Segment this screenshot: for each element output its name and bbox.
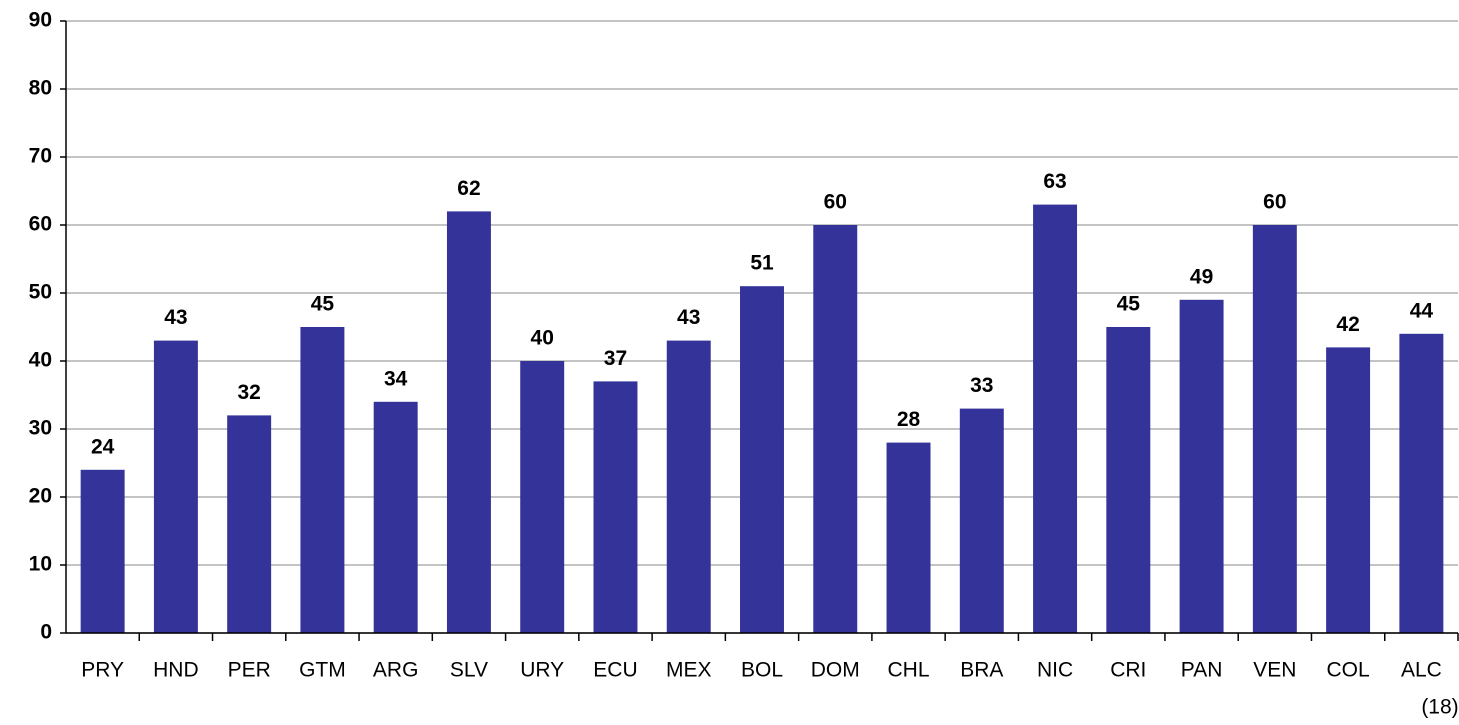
bar [666,340,711,633]
x-tick-label: PRY [81,659,124,682]
bar [1326,347,1371,633]
x-tick-label: GTM [299,659,346,682]
bar [740,286,784,633]
value-label: 49 [1190,265,1213,288]
bar [1179,299,1224,633]
value-label: 37 [604,347,627,370]
value-label: 32 [237,381,260,404]
bar [1033,204,1078,633]
y-tick-label: 20 [29,485,52,508]
value-label: 28 [897,408,921,431]
value-label: 60 [824,191,847,214]
value-label: 60 [1263,191,1286,214]
y-tick-label: 30 [29,417,52,440]
value-label: 43 [164,306,187,329]
x-tick-label: URY [520,659,564,682]
x-tick-label: VEN [1253,659,1296,682]
x-tick-label: COL [1327,659,1370,682]
x-tick-label: BRA [960,659,1003,682]
value-label: 44 [1410,299,1434,322]
value-label: 42 [1336,313,1359,336]
x-tick-label: MEX [666,659,712,682]
bar [1252,225,1297,633]
bar [886,442,931,633]
y-tick-label: 40 [29,349,52,372]
y-tick-label: 10 [29,553,52,576]
value-label: 45 [1117,293,1141,316]
bar [446,211,491,633]
annotation: (18) [1421,696,1458,719]
value-label: 33 [970,374,993,397]
x-tick-label: DOM [811,659,860,682]
value-label: 62 [457,177,480,200]
bar [300,327,345,633]
bar [80,469,125,633]
value-label: 34 [384,367,408,390]
x-tick-label: ECU [593,659,637,682]
value-label: 51 [750,252,774,275]
bar [813,225,858,633]
y-tick-label: 70 [29,145,52,168]
value-label: 43 [677,306,700,329]
bar [959,408,1004,633]
x-tick-label: PER [228,659,271,682]
bar [593,381,638,633]
value-label: 40 [531,327,554,350]
y-tick-label: 60 [29,213,52,236]
x-tick-label: PAN [1181,659,1223,682]
value-label: 63 [1043,170,1066,193]
bar [227,415,272,633]
x-tick-label: BOL [741,659,783,682]
x-tick-label: HND [153,659,199,682]
y-tick-label: 50 [29,281,52,304]
value-label: 45 [311,293,335,316]
y-tick-label: 90 [29,9,52,32]
y-tick-label: 80 [29,77,52,100]
bar [1399,333,1444,633]
x-tick-label: ARG [373,659,419,682]
bar [373,401,418,633]
x-tick-label: ALC [1401,659,1442,682]
x-tick-label: SLV [450,659,488,682]
y-tick-label: 0 [40,621,52,644]
x-tick-label: CRI [1110,659,1146,682]
bar [520,361,565,633]
bar [1106,327,1151,633]
x-tick-label: NIC [1037,659,1073,682]
x-tick-label: CHL [888,659,930,682]
bar [153,340,198,633]
value-label: 24 [91,435,115,458]
